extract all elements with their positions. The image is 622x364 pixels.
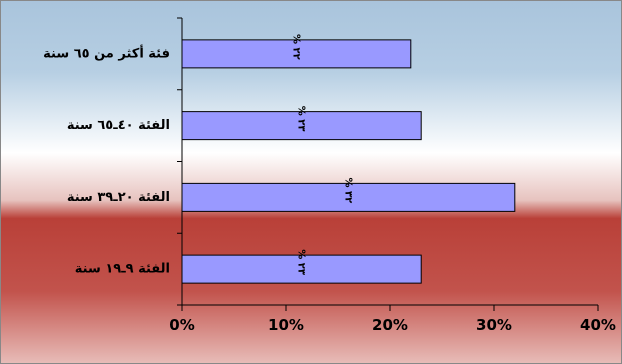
x-tick-label-1: 10% — [268, 316, 304, 334]
x-tick-label-4: 40% — [580, 316, 616, 334]
category-label-3: الفئة ٢٠ـ٣٩ سنة — [67, 190, 170, 205]
bar-2 — [181, 111, 422, 141]
x-tick-label-3: 30% — [476, 316, 512, 334]
bar-3 — [181, 182, 516, 212]
category-label-4: الفئة ٩ـ١٩ سنة — [75, 262, 170, 277]
x-tick-label-0: 0% — [169, 316, 194, 334]
data-label-3: ٣٢ % — [342, 178, 353, 204]
category-label-1: فئة أكثر من ٦٥ سنة — [43, 44, 170, 61]
bar-4 — [181, 254, 422, 284]
bar-1 — [181, 39, 412, 69]
category-label-2: الفئة ٤٠ـ٦٥ سنة — [67, 118, 170, 133]
data-label-1: ٢٢ % — [290, 34, 301, 60]
data-label-2: ٢٣ % — [296, 106, 307, 132]
x-tick-label-2: 20% — [372, 316, 408, 334]
data-label-4: ٢٣ % — [296, 249, 307, 275]
